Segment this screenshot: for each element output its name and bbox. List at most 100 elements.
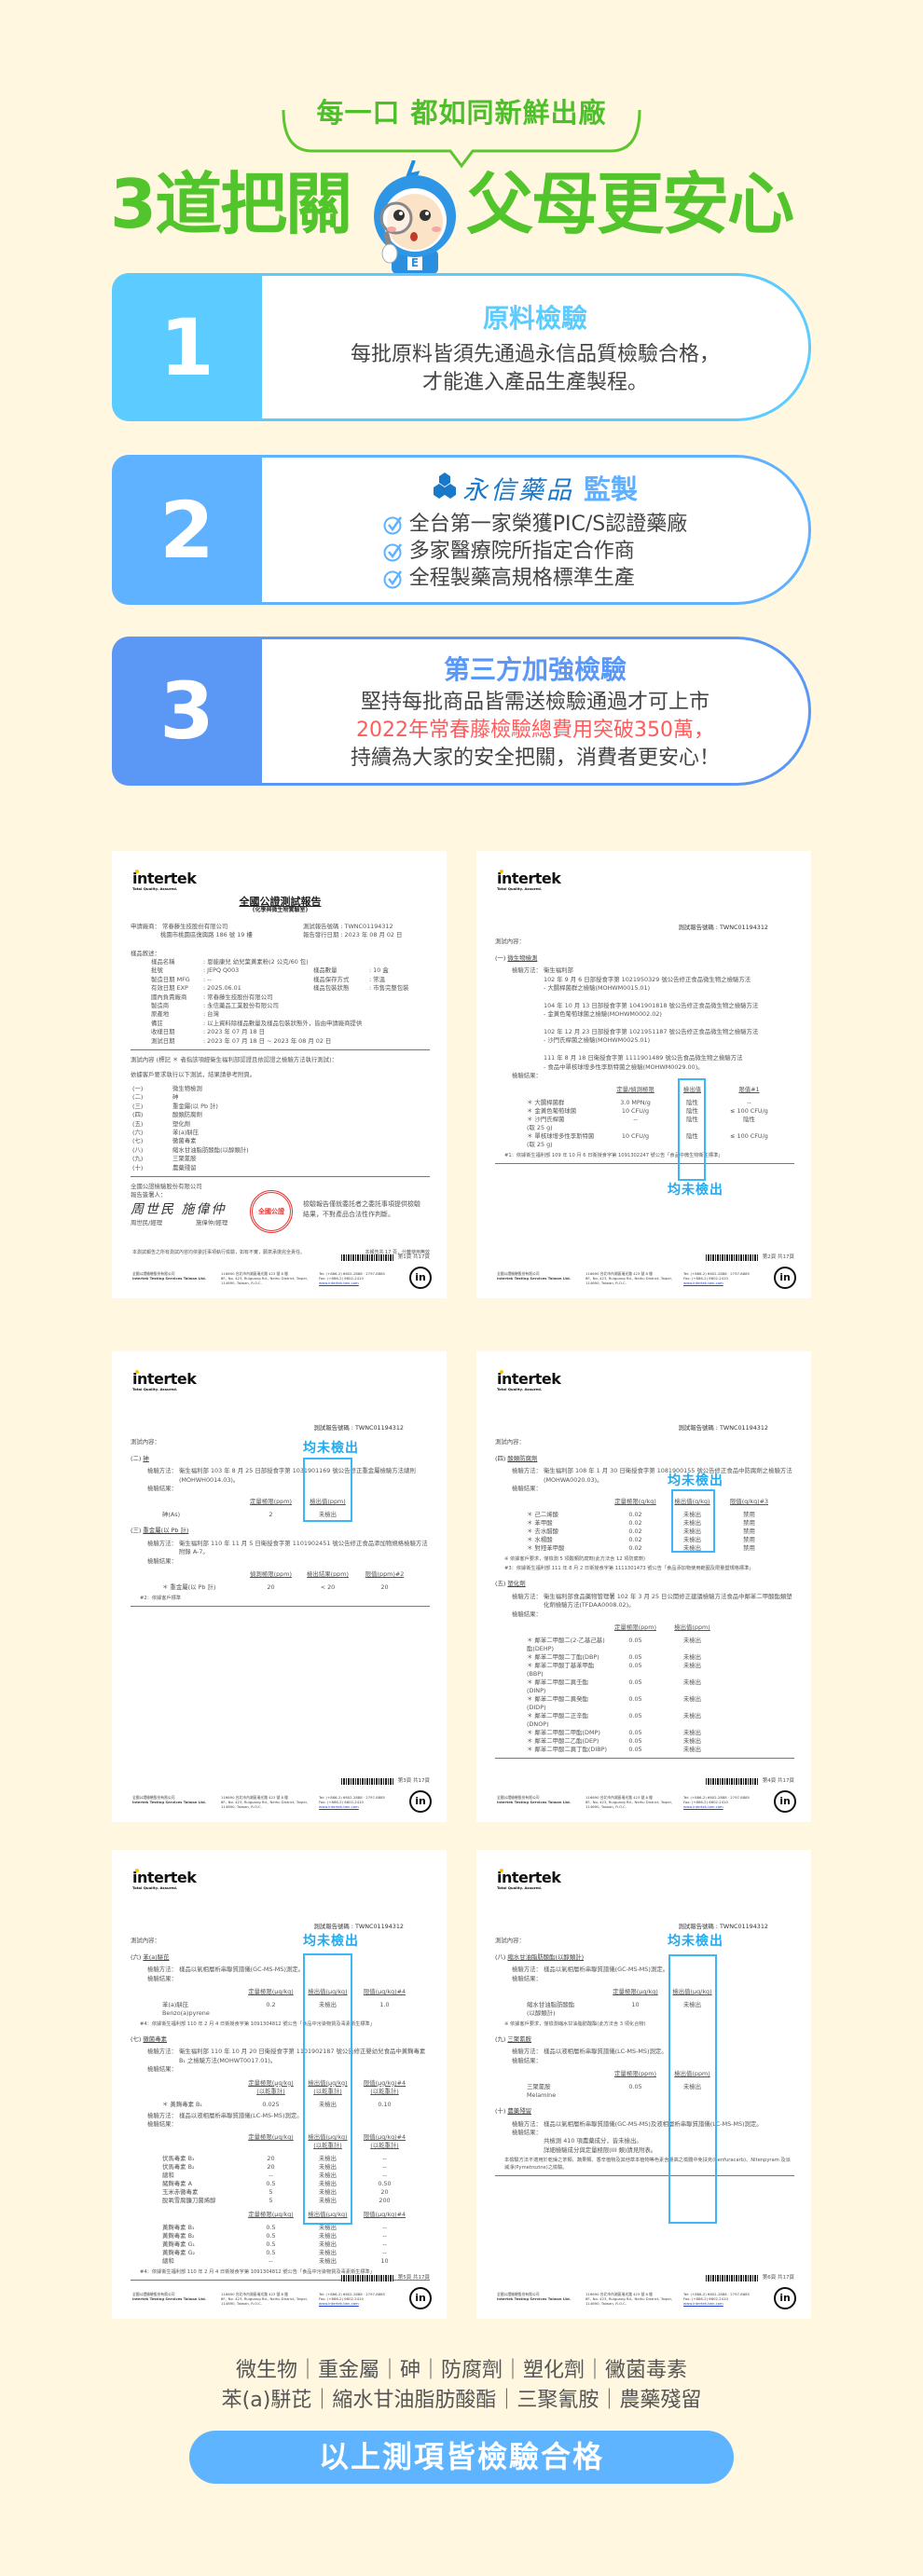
website-link[interactable]: www.intertek-twn.com	[683, 1804, 723, 1809]
method-text: 樣品以液相層析串聯質譜儀(LC-MS-MS)測定。	[544, 2048, 668, 2056]
card-title: 第三方加強檢驗	[443, 654, 627, 685]
disclaimer: 檢驗報告僅就委託者之委託事項提供檢驗結果，不對產品合法性作判斷。	[303, 1199, 420, 1218]
table-cell: 未檢出	[682, 1519, 702, 1528]
table-header: 定量極限(ppm) 檢出值(ppm)	[516, 1621, 721, 1637]
test-report-page: intertek Total Quality. Assured. 測試報告號碼 : …	[476, 1850, 811, 2319]
company-zh: 全國公證檢驗股份有限公司	[497, 2292, 540, 2296]
website-link[interactable]: www.intertek-twn.com	[319, 1804, 359, 1809]
website-link[interactable]: www.intertek-twn.com	[319, 2301, 359, 2306]
column-header: 限值(μg/kg)#4 (以乾重計)	[363, 2078, 406, 2095]
table-cell: 縮水甘油脂肪酸酯 (以醇類計)	[527, 2001, 575, 2018]
method-row	[495, 1046, 794, 1054]
method-text: - 沙門氏桿菌之檢驗(MOHWM0025.01)	[544, 1036, 651, 1045]
main-title-right: 父母更安心	[466, 165, 794, 243]
table-cell: ≤ 100 CFU/g	[730, 1106, 768, 1115]
highlight-box	[303, 1458, 352, 1522]
method-label	[512, 1010, 544, 1019]
table-cell: 0.025	[262, 2100, 280, 2108]
table-cell: 0.5	[266, 2249, 276, 2257]
table-cell: 砷(As)	[162, 1511, 181, 1519]
method-label: 檢驗方法：	[512, 1592, 542, 1600]
logo-tagline: Total Quality. Assured.	[497, 886, 543, 891]
table-row: ＊ 鄰苯二甲酸二丁酯(DBP) 0.05 未檢出	[516, 1653, 721, 1662]
column-header: 限值(μg/kg)#4	[363, 1988, 406, 1996]
address-zh: 116690 台北市內湖區瑞光路 423 號 8 樓	[221, 1795, 288, 1800]
card-text: 才能進入產品生產製程。	[421, 370, 648, 394]
logo-text: intertek	[497, 1370, 561, 1388]
table-cell: 未檢出	[682, 1528, 702, 1536]
table-row: ＊ 鄰苯二甲酸二異癸酯(DIDP) 0.05 未檢出	[516, 1695, 721, 1712]
table-row: ＊ 苯甲酸 0.02 未檢出 禁用	[516, 1519, 778, 1528]
logo-text: intertek	[132, 870, 197, 887]
intertek-logo: intertek Total Quality. Assured.	[497, 870, 561, 891]
table-cell: --	[747, 1098, 751, 1106]
signature-block: 全國公證檢驗股份有限公司 報告簽署人： 周世民 施偉仲 周世民/經理 施偉仲/經理 全國公…	[131, 1183, 430, 1243]
address-en: 8F., No. 423, Ruiguang Rd., Neihu Distri…	[221, 1276, 308, 1285]
method-text: 111 年 8 月 18 日衛授食字第 1111901489 號公告食品微生物之…	[544, 1054, 743, 1062]
table-cell: ＊ 鄰苯二甲酸二乙酯(DEP)	[527, 1737, 599, 1746]
field-value: : 永信藥品工業股份有限公司	[203, 1002, 279, 1010]
table-cell: 未檢出	[682, 1653, 702, 1662]
applicant-address: 桃園市桃園區復興路 186 號 19 樓	[160, 931, 253, 939]
method-row: 檢驗方法： 衛生福利部 108 年 1 月 30 日衛授食字第 108190015…	[495, 1467, 794, 1485]
result-row: 檢驗結果：	[131, 2120, 430, 2129]
method-text: 衛生福利部	[544, 966, 573, 975]
company-address: 116690 台北市內湖區瑞光路 423 號 8 樓 8F., No. 423, …	[585, 2292, 683, 2306]
company-contact: Tel: (+886-2) 6602-2888 · 2797-8885 Fax: …	[319, 2292, 403, 2306]
test-content-label: 測試內容：	[131, 1937, 160, 1945]
intertek-logo: intertek Total Quality. Assured.	[132, 1370, 197, 1391]
test-item: (一) 微生物檢測	[131, 1085, 430, 1093]
table-cell: 0.05	[628, 1695, 642, 1704]
company-contact: Tel: (+886-2) 6602-2888 · 2797-8885 Fax: …	[319, 1271, 403, 1285]
company-en: Intertek Testing Services Taiwan Ltd.	[497, 1800, 572, 1804]
company-contact: Tel: (+886-2) 6602-2888 · 2797-8885 Fax: …	[683, 1271, 767, 1285]
divider	[131, 2280, 430, 2281]
website-link[interactable]: www.intertek-twn.com	[683, 1281, 723, 1285]
fax: Fax: (+886-2) 6602-2410	[319, 1276, 364, 1281]
item-name: 三聚氰胺	[172, 1155, 197, 1163]
column-header: 檢出結果(ppm)	[307, 1570, 349, 1579]
sample-field: 原產地: 台灣	[131, 1010, 430, 1019]
section-title: (四) 酸類防腐劑	[495, 1454, 538, 1462]
item-name: 酸類防腐劑	[172, 1111, 202, 1119]
item-number: (四)	[132, 1111, 144, 1119]
sample-field: 測試日期: 2023 年 07 月 18 日 ~ 2023 年 08 月 02 …	[131, 1037, 430, 1046]
tel: Tel: (+886-2) 6602-2888 · 2797-8885	[319, 1795, 385, 1800]
company-en: Intertek Testing Services Taiwan Ltd.	[132, 2296, 207, 2301]
item-number: (五)	[132, 1119, 144, 1128]
table-header: 定量極限(μg/kg) 檢出值(μg/kg) (以乾重計) 限值(μg/kg)#4 …	[151, 2131, 413, 2155]
sample-field: 國內負責廠商: 常春藤生技股份有限公司	[131, 993, 430, 1002]
table-cell: 0.02	[628, 1536, 642, 1544]
table-cell: 未檢出	[682, 1637, 702, 1645]
method-text: 衛生福利部 110 年 10 月 20 日衛授食字第 1101902187 號公…	[179, 2048, 426, 2064]
method-label: 檢驗方法：	[512, 1966, 542, 1974]
website-link[interactable]: www.intertek-twn.com	[319, 1281, 359, 1285]
test-report-cover-page: intertek Total Quality. Assured. 全國公證測試報告(…	[112, 851, 447, 1298]
column-header	[516, 1985, 607, 2001]
barcode	[340, 1777, 393, 1785]
method-label	[512, 976, 544, 984]
method-text: 衛生福利部食品藥物管理署 102 年 3 月 25 日公開修正建議檢驗方法食品中…	[544, 1592, 792, 1610]
field-label: 有效日期 EXP	[151, 984, 188, 993]
table-cell: ＊ 金黃色葡萄球菌	[527, 1106, 577, 1115]
card-text: 堅持每批商品皆需送檢驗通過才可上市	[360, 691, 709, 714]
result-table: 定量極限(ppm) 檢出值(ppm) 砷(As) 2 未檢出	[151, 1495, 356, 1519]
item-number: (三)	[132, 1102, 144, 1110]
address-en: 8F., No. 423, Ruiguang Rd., Neihu Distri…	[221, 1800, 308, 1809]
company-name: 全國公證檢驗股份有限公司 Intertek Testing Services Ta…	[497, 1271, 585, 1285]
method-label: 檢驗方法：	[512, 966, 542, 975]
item-name: 農藥殘留	[172, 1163, 197, 1172]
company-en: Intertek Testing Services Taiwan Ltd.	[497, 2296, 572, 2301]
check-item: 全台第一家榮獲PIC/S認證藥廠	[383, 511, 687, 538]
table-header: 定量極限(μg/kg) 檢出值(μg/kg) 限值(μg/kg)#4	[151, 2208, 413, 2224]
method-row: 檢驗方法： 衛生福利部 110 年 10 月 20 日衛授食字第 11019021…	[131, 2048, 430, 2065]
column-header: 定量/偵測極限	[616, 1085, 654, 1093]
method-text: 樣品以氣相層析串聯質譜儀(GC-MS-MS)測定。	[544, 1966, 669, 1974]
table-row: ＊ 沙門氏桿菌 (取 25 g) -- 陰性 陰性	[516, 1116, 778, 1132]
website-link[interactable]: www.intertek-twn.com	[683, 2301, 723, 2306]
field-value: : 2023 年 07 月 18 日 ~ 2023 年 08 月 02 日	[203, 1036, 332, 1045]
address-zh: 116690 台北市內湖區瑞光路 423 號 8 樓	[585, 1795, 653, 1800]
table-cell: ＊ 鄰苯二甲酸二異壬酯(DINP)	[527, 1679, 588, 1695]
intertek-circle-logo-icon: in	[774, 1790, 796, 1813]
result-table: 定量極限(ppm) 檢出值(ppm) 三聚氰胺 Melamine 0.05 未檢出	[516, 2067, 721, 2100]
